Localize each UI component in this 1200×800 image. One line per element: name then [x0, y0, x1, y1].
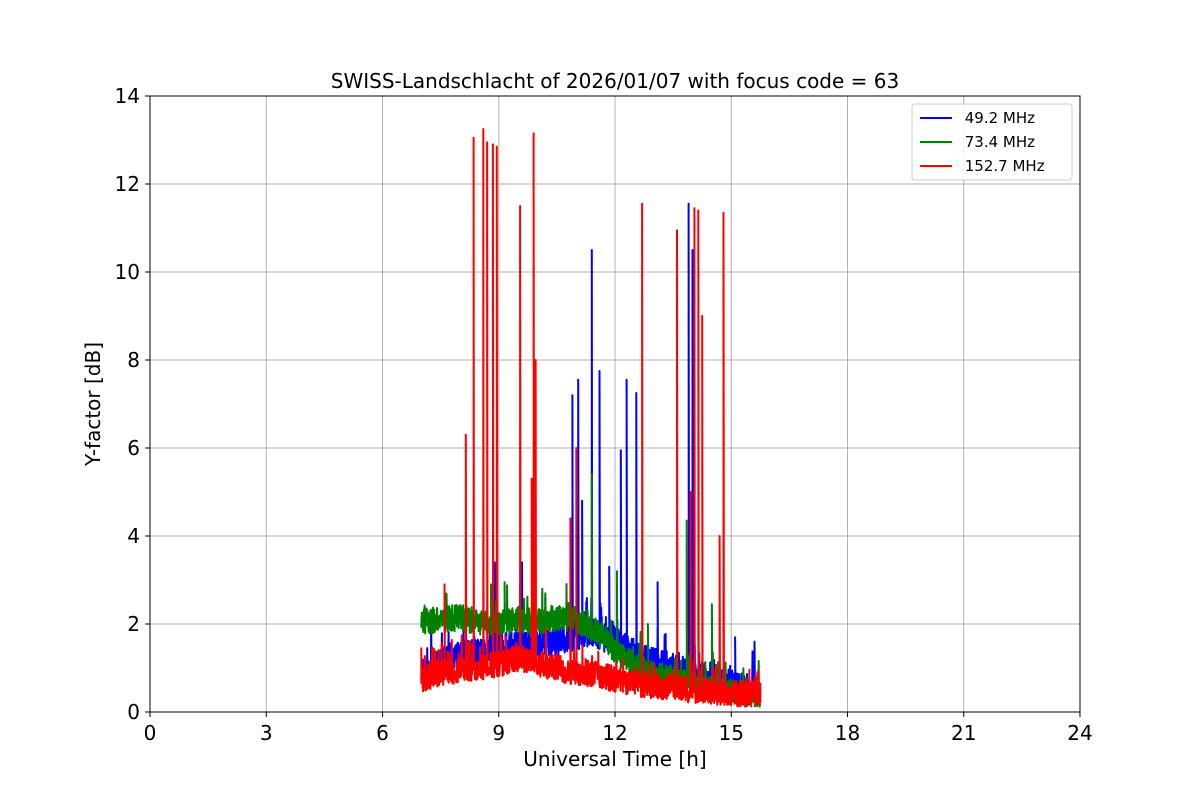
- y-axis-label: Y-factor [dB]: [81, 342, 105, 467]
- x-axis-label: Universal Time [h]: [523, 747, 706, 771]
- legend-box: [911, 103, 1073, 181]
- y-tick-label: 8: [127, 348, 140, 372]
- y-tick-label: 10: [115, 260, 140, 284]
- y-tick-label: 0: [127, 700, 140, 724]
- x-tick-label: 15: [719, 721, 744, 745]
- series-layer: [420, 128, 762, 708]
- legend-label: 73.4 MHz: [960, 133, 1035, 151]
- x-axis-ticks: 0 3 6 9 12 15 18 21 24: [144, 712, 1093, 745]
- y-tick-label: 12: [115, 172, 140, 196]
- legend: 49.2 MHz 73.4 MHz 152.7 MHz: [911, 103, 1073, 181]
- x-tick-label: 21: [951, 721, 976, 745]
- y-axis-ticks: 0 2 4 6 8 10 12 14: [115, 84, 150, 724]
- y-tick-label: 2: [127, 612, 140, 636]
- chart-title: SWISS-Landschlacht of 2026/01/07 with fo…: [331, 69, 899, 93]
- x-tick-label: 18: [835, 721, 860, 745]
- legend-label: 152.7 MHz: [960, 157, 1045, 175]
- legend-label: 49.2 MHz: [960, 109, 1035, 127]
- x-tick-label: 0: [144, 721, 157, 745]
- y-tick-label: 4: [127, 524, 140, 548]
- x-tick-label: 6: [376, 721, 389, 745]
- x-tick-label: 3: [260, 721, 273, 745]
- x-tick-label: 24: [1067, 721, 1092, 745]
- x-tick-label: 9: [492, 721, 505, 745]
- series-line-3: [420, 128, 762, 708]
- y-tick-label: 14: [115, 84, 140, 108]
- y-tick-label: 6: [127, 436, 140, 460]
- x-tick-label: 12: [602, 721, 627, 745]
